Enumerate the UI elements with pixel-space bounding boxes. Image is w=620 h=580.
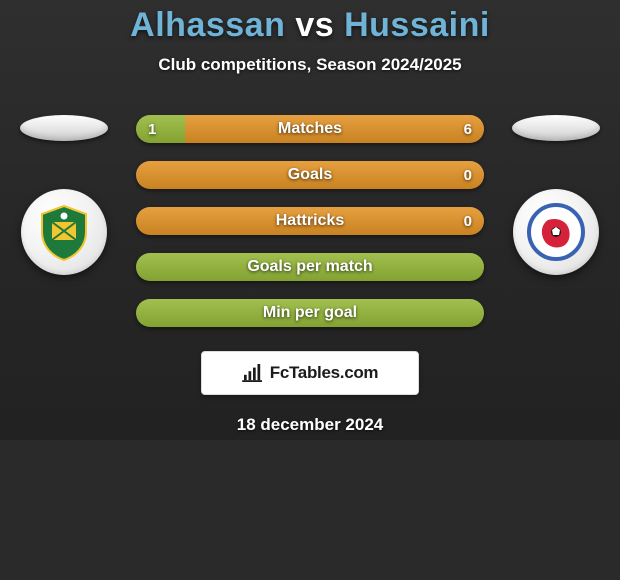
right-team-crest [513, 189, 599, 275]
player1-name: Alhassan [130, 6, 285, 44]
player2-name: Hussaini [344, 6, 490, 44]
main-row: Matches16 Goals0 Hattricks0 Goals per match… [0, 115, 620, 327]
shield-icon [34, 202, 94, 262]
bar-fill-right [136, 207, 484, 235]
date-text: 18 december 2024 [0, 415, 620, 435]
brand-text: FcTables.com [270, 363, 379, 383]
bar-fill-right [136, 161, 484, 189]
content-wrapper: Alhassan vs Hussaini Club competitions, … [0, 0, 620, 435]
bar-fill-right [185, 115, 484, 143]
left-team-crest [21, 189, 107, 275]
stat-bar: Hattricks0 [136, 207, 484, 235]
stat-bar: Goals0 [136, 161, 484, 189]
left-oval-placeholder [20, 115, 108, 141]
shield-icon [526, 202, 586, 262]
subtitle: Club competitions, Season 2024/2025 [0, 55, 620, 75]
bar-fill-left [136, 253, 484, 281]
stat-bar: Min per goal [136, 299, 484, 327]
stat-bar: Matches16 [136, 115, 484, 143]
comparison-bars: Matches16 Goals0 Hattricks0 Goals per match… [136, 115, 484, 327]
bar-fill-left [136, 299, 484, 327]
bar-fill-left [136, 115, 185, 143]
stat-bar: Goals per match [136, 253, 484, 281]
right-side-column [506, 115, 606, 275]
vs-text: vs [295, 6, 334, 44]
right-oval-placeholder [512, 115, 600, 141]
page-title: Alhassan vs Hussaini [0, 6, 620, 45]
bar-chart-icon [242, 364, 264, 382]
brand-box[interactable]: FcTables.com [201, 351, 419, 395]
left-side-column [14, 115, 114, 275]
